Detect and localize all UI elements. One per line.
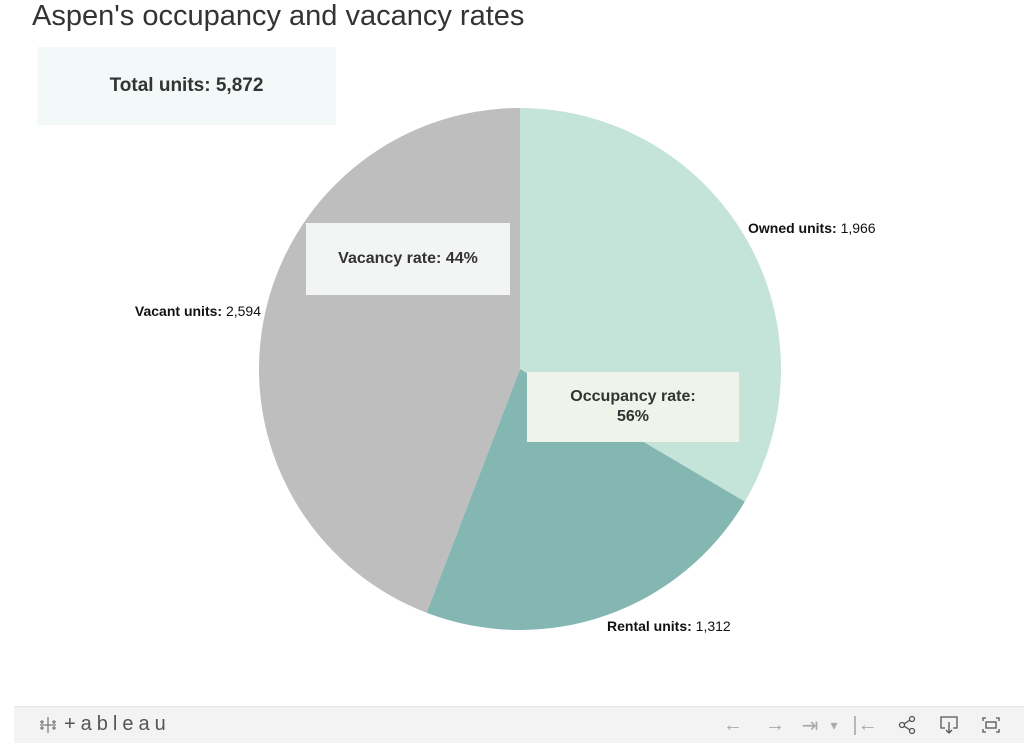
- occupancy-rate-value: 56%: [616, 408, 650, 425]
- occupancy-rate-annotation: Occupancy rate: 56%: [527, 372, 739, 442]
- pie-chart: Owned units: 1,966 Rental units: 1,312 Vac…: [135, 108, 876, 634]
- undo-button[interactable]: ←: [712, 707, 754, 743]
- tableau-logo: +ableau: [38, 713, 171, 736]
- total-units-box: Total units: 5,872: [37, 47, 336, 125]
- slice-label-rentalunits: Rental units: 1,312: [607, 618, 731, 634]
- pie-slice-rentalunits[interactable]: [426, 369, 745, 631]
- reset-icon: |←: [852, 713, 878, 736]
- total-units-label: Total units:: [109, 75, 211, 96]
- revert-button[interactable]: ⇥: [796, 707, 824, 743]
- download-icon: [940, 716, 958, 734]
- total-units-value: 5,872: [215, 75, 264, 96]
- vacancy-rate-annotation: Vacancy rate: 44%: [306, 223, 510, 295]
- undo-icon: ←: [723, 713, 743, 736]
- dropdown-icon: ▾: [830, 716, 838, 733]
- slice-label-ownedunits: Owned units: 1,966: [748, 220, 876, 236]
- tableau-mark-icon: [40, 716, 56, 733]
- download-button[interactable]: [928, 707, 970, 743]
- vacancy-rate-text: Vacancy rate: 44%: [338, 250, 478, 267]
- occupancy-rate-label: Occupancy rate:: [570, 388, 696, 405]
- fullscreen-icon: [982, 717, 1000, 733]
- redo-button[interactable]: →: [754, 707, 796, 743]
- redo-icon: →: [765, 713, 785, 736]
- share-button[interactable]: [886, 707, 928, 743]
- revert-dropdown-button[interactable]: ▾: [824, 707, 844, 743]
- share-icon: [898, 715, 916, 735]
- slice-label-vacantunits: Vacant units: 2,594: [135, 303, 261, 319]
- tableau-wordmark: +ableau: [64, 713, 171, 735]
- reset-button[interactable]: |←: [844, 707, 886, 743]
- page-title: Aspen's occupancy and vacancy rates: [32, 0, 525, 32]
- fullscreen-button[interactable]: [970, 707, 1012, 743]
- revert-icon: ⇥: [801, 714, 819, 737]
- tableau-toolbar: +ableau ← → ⇥ ▾ |←: [14, 706, 1024, 743]
